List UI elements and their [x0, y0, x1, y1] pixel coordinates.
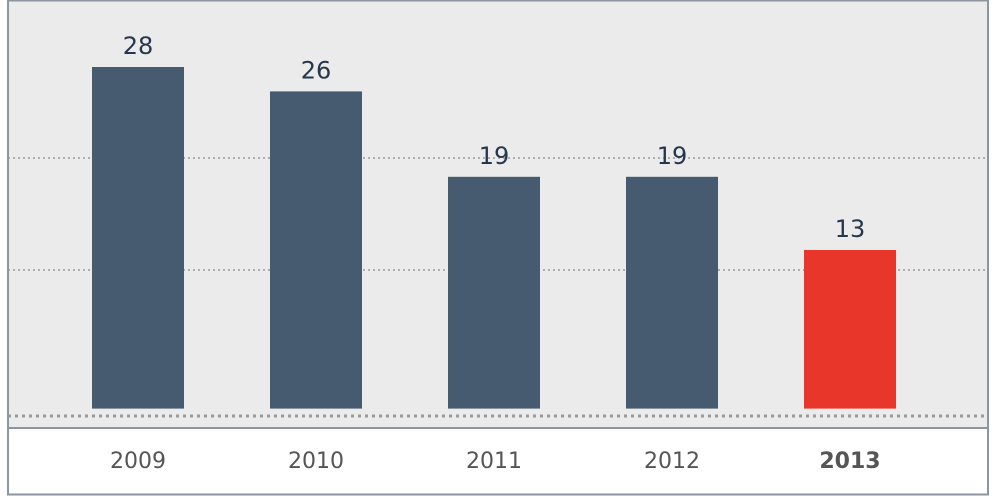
value-label: 19	[657, 142, 688, 170]
bar	[92, 67, 184, 409]
value-label: 26	[301, 56, 332, 84]
x-tick-label: 2009	[110, 449, 166, 474]
bar	[448, 176, 540, 409]
bar	[804, 250, 896, 409]
bar	[626, 176, 718, 409]
value-label: 19	[479, 142, 510, 170]
x-tick-label: 2013	[819, 449, 880, 474]
x-tick-label: 2010	[288, 449, 344, 474]
x-tick-label: 2011	[466, 449, 522, 474]
frame	[7, 0, 989, 496]
bar	[270, 91, 362, 409]
value-label: 13	[835, 215, 866, 243]
x-tick-label: 2012	[644, 449, 700, 474]
value-label: 28	[123, 32, 154, 60]
